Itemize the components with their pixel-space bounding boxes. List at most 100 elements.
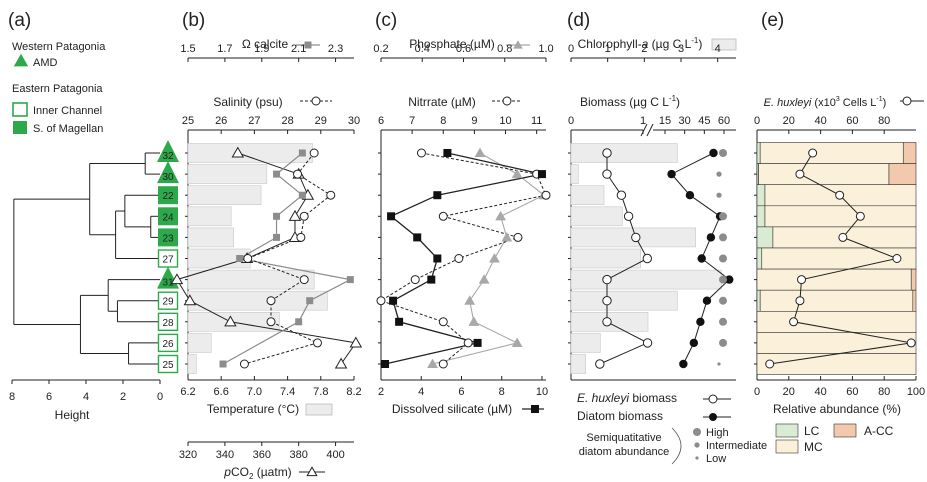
silicate-axis-title-part: Dissolved silicate (µM) bbox=[392, 402, 512, 416]
nitrate-point bbox=[376, 296, 386, 306]
biomass-axis-title-part: -1 bbox=[669, 94, 677, 103]
nitrate-tick-label: 8 bbox=[440, 115, 446, 127]
silicate-tick-label: 8 bbox=[499, 386, 505, 398]
legend-magellan-marker bbox=[13, 121, 27, 134]
omega-point bbox=[298, 149, 306, 157]
diatom-biomass-point bbox=[685, 191, 695, 200]
relab-bar-mc bbox=[756, 332, 917, 354]
silicate-point bbox=[537, 170, 546, 179]
phosphate-point bbox=[427, 358, 438, 369]
omega-point bbox=[295, 318, 303, 326]
pco2-axis-title-part: p bbox=[223, 465, 231, 479]
biomass-axis-title-part: ) bbox=[676, 95, 680, 109]
panel-label-a: (a) bbox=[8, 10, 31, 31]
legend-magellan-label: S. of Magellan bbox=[33, 123, 103, 135]
phosphate-point bbox=[511, 337, 523, 347]
legend-ehux-biomass-label: E. huxleyi biomass bbox=[577, 391, 677, 405]
relab-bar-acc bbox=[912, 289, 917, 312]
ehux-biomass-point bbox=[616, 190, 627, 200]
legend-semi-intermediate-label: Intermediate bbox=[706, 440, 767, 452]
pco2-tick-label: 380 bbox=[289, 449, 307, 461]
dendrogram-tick-label: 0 bbox=[157, 391, 163, 403]
relab-bar-mc bbox=[759, 289, 914, 312]
semiquantitative-point bbox=[719, 338, 727, 347]
silicate-tick-label: 2 bbox=[378, 386, 384, 398]
chl-bar bbox=[570, 206, 623, 227]
station-label: 28 bbox=[162, 318, 174, 329]
relab-tick-label: 0 bbox=[754, 386, 760, 398]
chl-tick-label: 0 bbox=[568, 43, 574, 55]
omega-point bbox=[273, 170, 281, 178]
nitrate-point bbox=[410, 275, 420, 285]
pco2-axis-title-part: (µatm) bbox=[253, 465, 291, 479]
ehux-axis-title: E. huxleyi (x103 Cells L-1) bbox=[764, 96, 887, 109]
chl-tick-label: 1 bbox=[605, 43, 611, 55]
ehux-point bbox=[797, 275, 807, 285]
nitrate-tick-label: 7 bbox=[409, 115, 415, 127]
pco2-axis-title: pCO2 (µatm) bbox=[223, 465, 291, 481]
salinity-tick-label: 28 bbox=[281, 115, 293, 127]
nitrate-point bbox=[463, 338, 473, 348]
biomass-axis-break bbox=[646, 123, 654, 137]
silicate-tick-label: 6 bbox=[458, 386, 464, 398]
salinity-axis-title-part: Salinity (psu) bbox=[213, 95, 282, 109]
silicate-tick-label: 4 bbox=[418, 386, 424, 398]
phosphate-point bbox=[478, 274, 490, 284]
salinity-point bbox=[266, 296, 276, 306]
temperature-tick-label: 7.8 bbox=[313, 386, 328, 398]
silicate-point bbox=[427, 275, 436, 284]
salinity-tick-label: 27 bbox=[248, 115, 260, 127]
chl-axis-title-part: -1 bbox=[691, 36, 699, 45]
chl-bar bbox=[570, 248, 641, 269]
pco2-tick-label: 340 bbox=[216, 449, 234, 461]
temperature-bar bbox=[187, 227, 234, 248]
nitrate-point bbox=[438, 317, 448, 327]
temperature-tick-label: 8.2 bbox=[346, 386, 361, 398]
legend-mc-label: MC bbox=[804, 440, 823, 454]
relab-axis-title-part: Relative abundance (%) bbox=[773, 402, 901, 416]
legend-diatom-biomass-marker bbox=[709, 413, 717, 421]
legend-ehux-biomass-label-part: E. huxleyi bbox=[577, 391, 629, 405]
temperature-bar bbox=[187, 206, 232, 227]
temperature-bar bbox=[187, 269, 315, 290]
chl-bar bbox=[570, 164, 579, 184]
omega-tick-label: 1.7 bbox=[217, 43, 232, 55]
ehux-biomass-point bbox=[602, 148, 612, 158]
diatom-biomass-point bbox=[702, 296, 712, 305]
nitrate-point bbox=[438, 359, 448, 369]
nitrate-point bbox=[454, 254, 464, 263]
station-label: 25 bbox=[162, 360, 174, 371]
relab-tick-label: 20 bbox=[783, 386, 795, 398]
station-label: 32 bbox=[162, 151, 174, 162]
phosphate-tick-label: 0.4 bbox=[415, 43, 430, 55]
legend-mc-swatch bbox=[775, 439, 799, 454]
legend-nitrate-marker bbox=[502, 96, 512, 106]
semiquantitative-point bbox=[719, 254, 727, 263]
pco2-tick-label: 360 bbox=[253, 449, 271, 461]
omega-point bbox=[236, 255, 244, 262]
ehux-biomass-point bbox=[631, 232, 641, 243]
legend-ehux-biomass-marker bbox=[708, 394, 718, 404]
omega-point bbox=[273, 212, 281, 220]
panel-e: (e) E. huxleyi (x103 Cells L-1) 0 20 40 60 80 0… bbox=[754, 10, 925, 454]
semiquantitative-point bbox=[719, 149, 727, 157]
legend-semi-title-1: Semiquatitative bbox=[586, 432, 661, 444]
relab-bar-lc bbox=[756, 247, 763, 270]
omega-tick-label: 1.9 bbox=[254, 43, 269, 55]
dendrogram-tick-label: 6 bbox=[46, 391, 52, 403]
relab-bar-lc bbox=[756, 289, 761, 312]
ehux-tick-label: 60 bbox=[846, 115, 858, 127]
ehux-biomass-point bbox=[642, 338, 653, 348]
panel-label-e: (e) bbox=[761, 10, 784, 31]
salinity-point bbox=[296, 232, 306, 242]
chl-axis-title-part: Chlorophyll- bbox=[578, 37, 642, 51]
phosphate-axis-title: Phosphate (µM) bbox=[409, 37, 495, 51]
station-label: 23 bbox=[162, 233, 174, 244]
legend-amd-marker bbox=[13, 53, 29, 67]
ehux-biomass-point bbox=[602, 274, 612, 285]
omega-point bbox=[273, 233, 281, 241]
legend-omega-marker bbox=[304, 41, 312, 49]
phosphate-point bbox=[501, 232, 513, 242]
semiquantitative-point bbox=[716, 192, 722, 198]
station-label: 30 bbox=[162, 172, 174, 183]
